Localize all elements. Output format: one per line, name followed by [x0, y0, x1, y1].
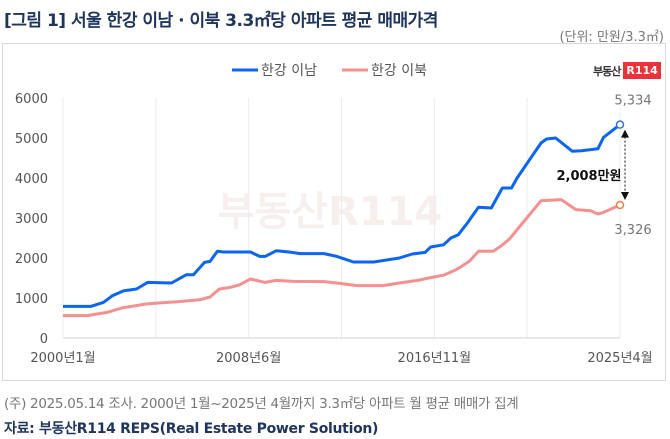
x-tick-label: 2025년4월 — [587, 351, 652, 366]
gap-label: 2,008만원 — [556, 168, 621, 184]
end-point-marker — [615, 200, 625, 210]
end-value-label: 5,334 — [614, 94, 651, 109]
unit-label: (단위: 만원/3.3㎡) — [559, 30, 664, 45]
end-point-marker — [615, 120, 625, 129]
arrow-up-icon — [621, 129, 629, 138]
x-tick-label: 2008년6월 — [216, 351, 281, 366]
series-line-south — [63, 123, 621, 308]
source: 자료: 부동산R114 REPS(Real Estate Power Solut… — [4, 421, 379, 437]
y-tick-label: 0 — [40, 332, 48, 347]
chart-frame — [2, 43, 666, 381]
y-tick-label: 5000 — [15, 132, 48, 147]
end-value-label: 3,326 — [614, 223, 651, 238]
footnote: (주) 2025.05.14 조사. 2000년 1월~2025년 4월까지 3… — [4, 396, 519, 412]
y-tick-label: 3000 — [15, 212, 48, 227]
legend-label: 한강 이북 — [371, 63, 427, 79]
x-tick-label: 2016년11월 — [398, 351, 472, 366]
arrow-down-icon — [621, 191, 629, 200]
logo: 부동산 R114 — [593, 62, 661, 79]
logo-text: 부동산 — [593, 64, 621, 78]
y-tick-label: 2000 — [15, 252, 48, 267]
x-tick-label: 2000년1월 — [30, 351, 95, 366]
legend-label: 한강 이남 — [261, 63, 317, 79]
watermark: 부동산R114 — [218, 189, 443, 235]
y-tick-label: 4000 — [15, 172, 48, 187]
figure-title: [그림 1] 서울 한강 이남 · 이북 3.3㎡당 아파트 평균 매매가격 — [4, 11, 438, 31]
series-line-north — [63, 198, 621, 318]
y-tick-label: 6000 — [15, 92, 48, 107]
y-tick-label: 1000 — [15, 292, 48, 307]
logo-badge: R114 — [623, 62, 661, 79]
